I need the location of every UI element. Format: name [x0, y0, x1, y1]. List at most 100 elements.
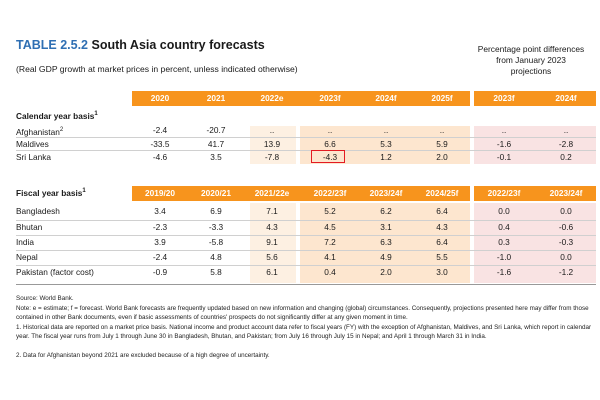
pp-cell: 0.0	[498, 206, 510, 216]
pp-cell: 0.4	[498, 222, 510, 232]
pp-heading-line: from January 2023	[496, 55, 566, 65]
source-note: Source: World Bank.	[16, 295, 74, 302]
value-cell: 6.4	[436, 206, 448, 216]
pp-cell: -1.6	[496, 139, 512, 149]
table-subtitle: (Real GDP growth at market prices in per…	[16, 64, 298, 74]
value-cell: 5.2	[324, 206, 336, 216]
fiscal-section-label: Fiscal year basis1	[16, 188, 86, 198]
value-cell: 6.6	[324, 139, 336, 149]
col-header: 2022e	[260, 93, 284, 103]
pp-heading-line: projections	[510, 66, 552, 76]
value-cell: 3.5	[210, 152, 222, 162]
table-row: Sri Lanka -4.6 3.5 -7.8 -4.3 1.2 2.0 -0.…	[16, 150, 596, 164]
value-cell: 4.3	[436, 222, 448, 232]
estimate-shade	[250, 203, 296, 283]
forecast-shade	[300, 203, 470, 283]
pp-cell: -1.2	[558, 267, 574, 277]
pp-cell: -1.6	[496, 267, 512, 277]
value-cell: 6.2	[380, 206, 392, 216]
fiscal-pp-header-bar: 2022/23f 2023/24f	[474, 186, 596, 201]
pp-col-header: 2023f	[493, 93, 515, 103]
pp-shade	[474, 203, 596, 283]
value-cell: 3.1	[380, 222, 392, 232]
value-cell: 5.8	[210, 267, 222, 277]
col-header: 2019/20	[145, 188, 175, 198]
value-cell: -3.3	[208, 222, 224, 232]
table-row: Maldives -33.5 41.7 13.9 6.6 5.3 5.9 -1.…	[16, 137, 596, 151]
value-cell: -4.3	[322, 152, 338, 162]
country-name: Pakistan (factor cost)	[16, 267, 94, 277]
value-cell: -0.9	[152, 267, 168, 277]
pp-cell: -0.6	[558, 222, 574, 232]
col-header: 2020/21	[201, 188, 231, 198]
pp-cell: 0.0	[560, 206, 572, 216]
value-cell: ..	[439, 125, 445, 135]
value-cell: 2.0	[380, 267, 392, 277]
value-cell: -2.3	[152, 222, 168, 232]
col-header: 2024/25f	[425, 188, 459, 198]
calendar-header-bar: 2020 2021 2022e 2023f 2024f 2025f	[132, 91, 470, 106]
value-cell: ..	[269, 125, 275, 135]
pp-cell: -0.1	[496, 152, 512, 162]
value-cell: 0.4	[324, 267, 336, 277]
value-cell: -2.4	[152, 125, 168, 135]
pp-heading-line: Percentage point differences	[477, 44, 585, 54]
value-cell: 5.3	[380, 139, 392, 149]
pp-cell: 0.3	[498, 237, 510, 247]
value-cell: -2.4	[152, 252, 168, 262]
calendar-section-label: Calendar year basis1	[16, 111, 98, 121]
col-header: 2021/22e	[254, 188, 290, 198]
value-cell: 13.9	[263, 139, 281, 149]
pp-cell: 0.2	[560, 152, 572, 162]
value-cell: 3.0	[436, 267, 448, 277]
pp-cell: -1.0	[496, 252, 512, 262]
value-cell: 3.4	[154, 206, 166, 216]
value-cell: 4.9	[380, 252, 392, 262]
country-name: Nepal	[16, 252, 38, 262]
table-number: TABLE 2.5.2	[16, 38, 89, 52]
footnote-2: 2. Data for Afghanistan beyond 2021 are …	[16, 352, 270, 359]
table-row: Nepal -2.4 4.8 5.6 4.1 4.9 5.5 -1.0 0.0	[16, 250, 596, 264]
value-cell: -5.8	[208, 237, 224, 247]
table-bottom-rule	[16, 284, 596, 285]
fiscal-header-bar: 2019/20 2020/21 2021/22e 2022/23f 2023/2…	[132, 186, 470, 201]
calendar-pp-header-bar: 2023f 2024f	[474, 91, 596, 106]
value-cell: 5.5	[436, 252, 448, 262]
table-row: Bhutan -2.3 -3.3 4.3 4.5 3.1 4.3 0.4 -0.…	[16, 220, 596, 234]
forecast-shade	[300, 126, 470, 164]
value-cell: 7.1	[266, 206, 278, 216]
value-cell: 9.1	[266, 237, 278, 247]
country-name: Bhutan	[16, 222, 43, 232]
country-name: Sri Lanka	[16, 152, 52, 162]
value-cell: 4.8	[210, 252, 222, 262]
col-header: 2023f	[319, 93, 341, 103]
value-cell: 6.4	[436, 237, 448, 247]
pp-cell: ..	[501, 125, 507, 135]
pp-shade	[474, 126, 596, 164]
value-cell: 5.6	[266, 252, 278, 262]
value-cell: -20.7	[206, 125, 226, 135]
value-cell: -4.6	[152, 152, 168, 162]
value-cell: 3.9	[154, 237, 166, 247]
pp-cell: ..	[563, 125, 569, 135]
value-cell: 6.3	[380, 237, 392, 247]
estimate-shade	[250, 126, 296, 164]
value-cell: 5.9	[436, 139, 448, 149]
pp-col-header: 2024f	[555, 93, 577, 103]
value-cell: -33.5	[150, 139, 170, 149]
col-header: 2020	[150, 93, 170, 103]
table-title-text: South Asia country forecasts	[91, 38, 265, 52]
col-header: 2023/24f	[369, 188, 403, 198]
value-cell: 4.5	[324, 222, 336, 232]
col-header: 2025f	[431, 93, 453, 103]
country-name: Bangladesh	[16, 206, 60, 216]
value-cell: 2.0	[436, 152, 448, 162]
value-cell: ..	[383, 125, 389, 135]
value-cell: 41.7	[207, 139, 225, 149]
value-cell: 6.9	[210, 206, 222, 216]
value-cell: 1.2	[380, 152, 392, 162]
col-header: 2024f	[375, 93, 397, 103]
value-cell: 6.1	[266, 267, 278, 277]
value-cell: 4.3	[266, 222, 278, 232]
value-cell: 4.1	[324, 252, 336, 262]
